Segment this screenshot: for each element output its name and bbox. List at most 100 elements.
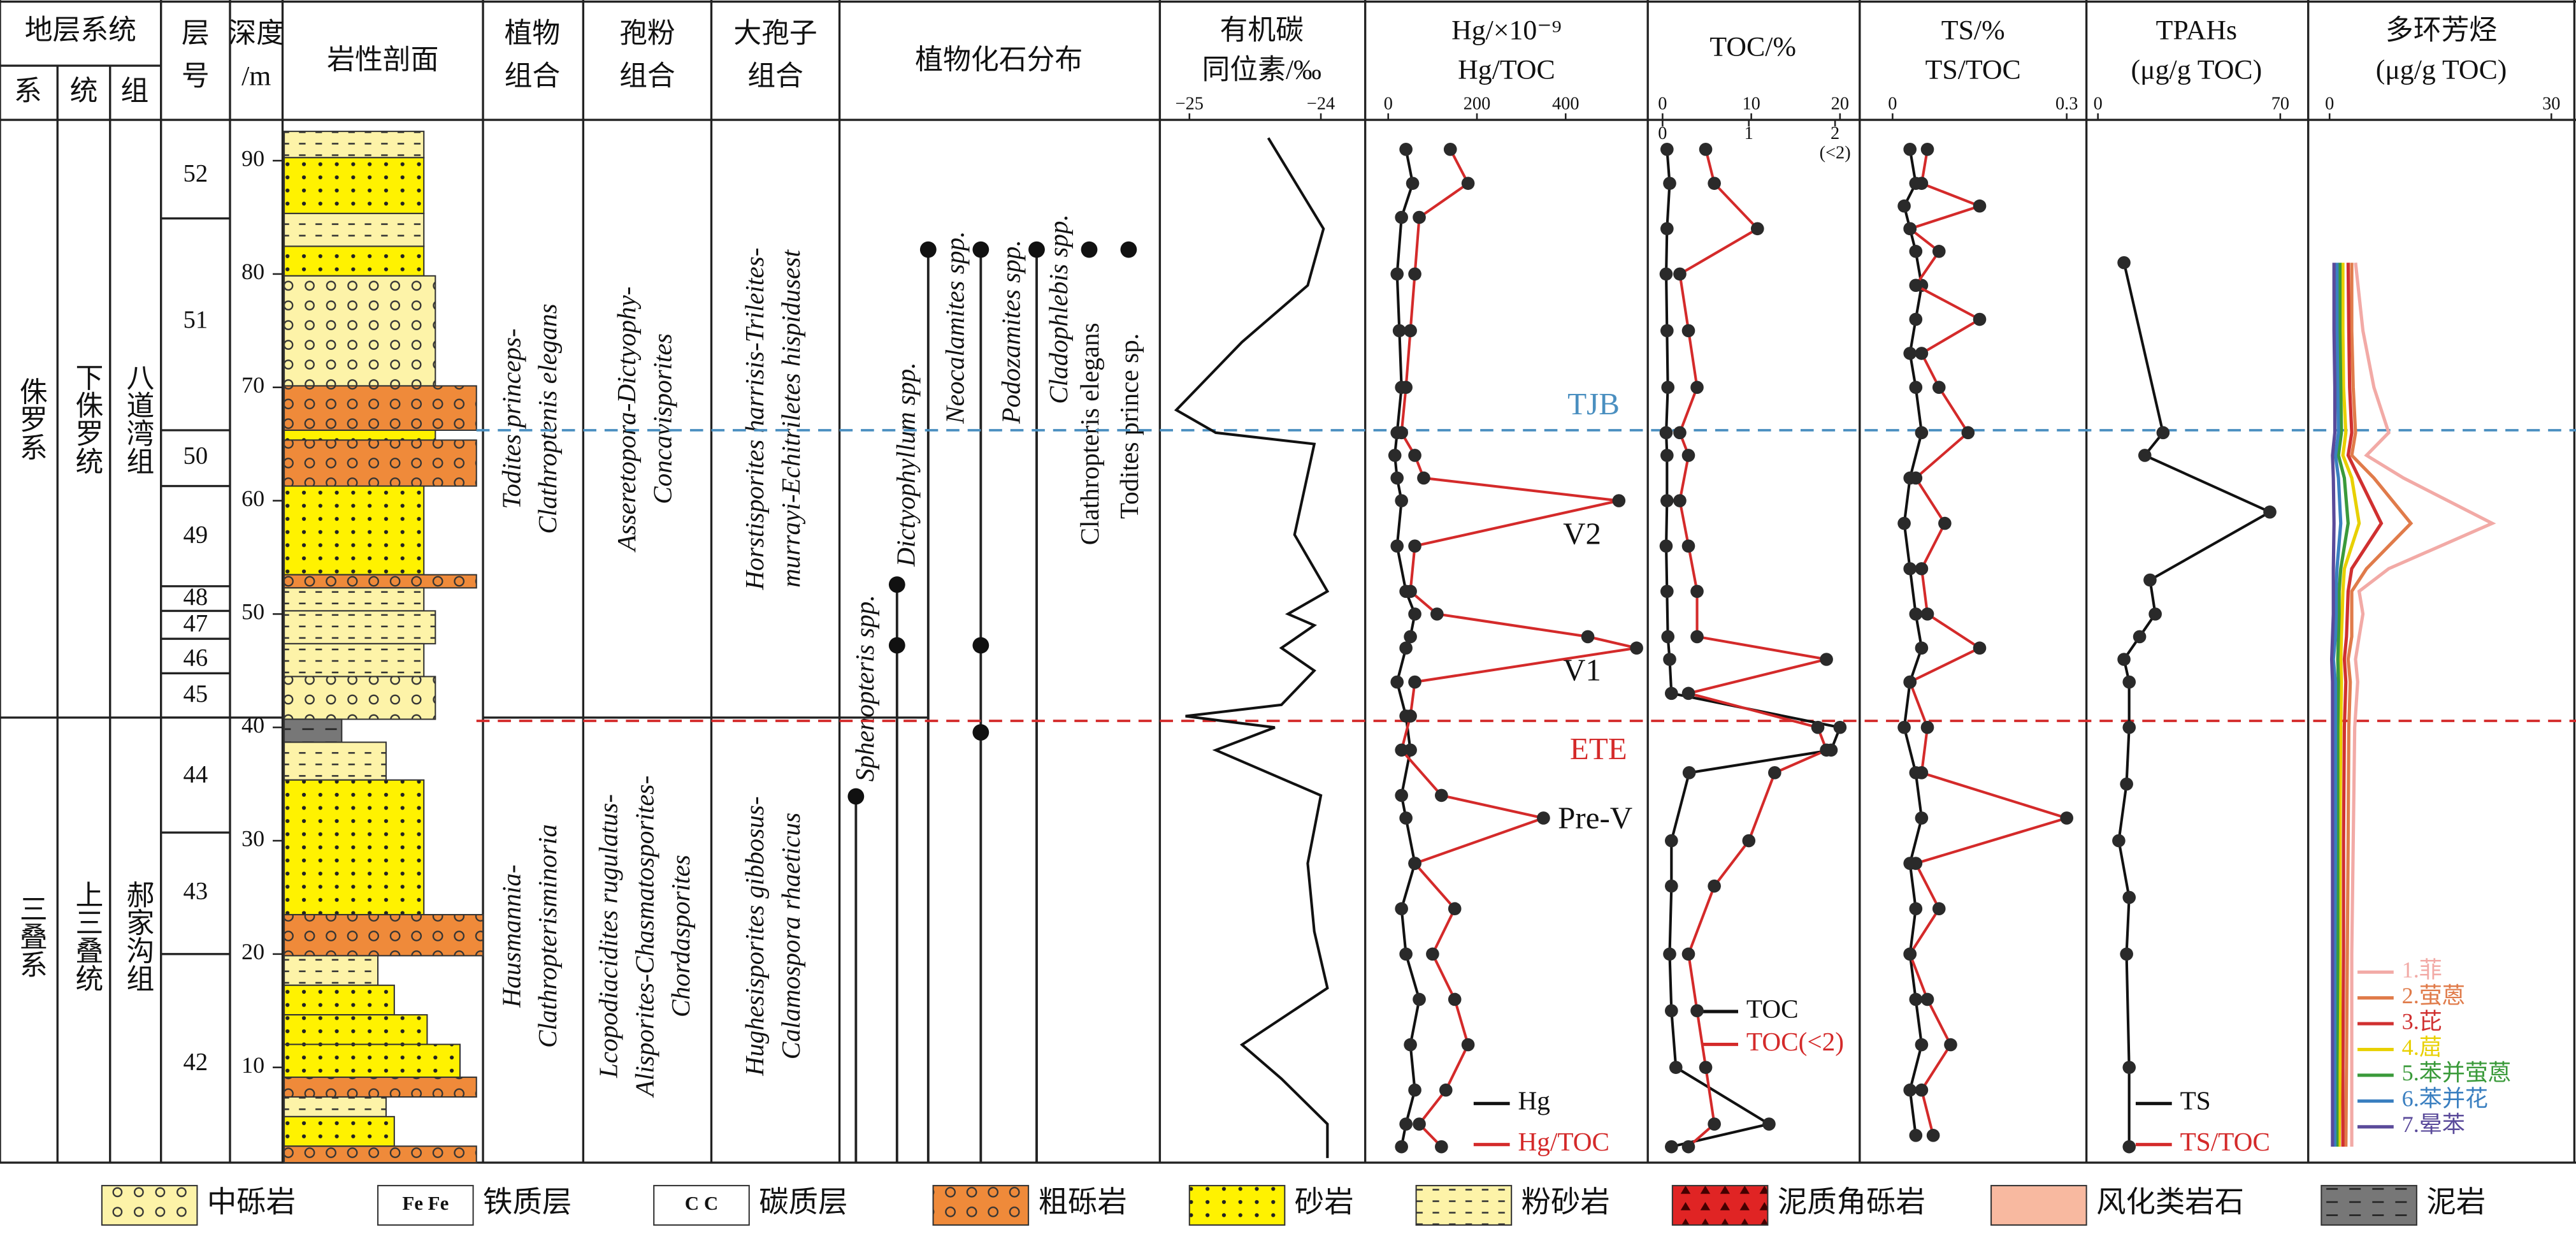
data-point [1833, 720, 1847, 734]
data-point [1430, 607, 1444, 621]
data-point [1897, 516, 1911, 530]
panel-title: 多环芳烃 [2385, 15, 2497, 46]
legend-swatch [653, 1185, 750, 1226]
x-tick-label: 0 [2094, 94, 2103, 113]
layer-label: 51 [183, 307, 208, 333]
data-point [1661, 381, 1675, 395]
layer-label: 46 [183, 645, 208, 672]
data-point [2138, 449, 2152, 462]
header: 统 [70, 76, 98, 106]
data-point [1909, 607, 1923, 621]
data-point [1413, 1117, 1426, 1131]
data-point [1395, 494, 1408, 507]
layer-label: 48 [183, 584, 208, 611]
data-point [1973, 199, 1987, 213]
legend-label: 砂岩 [1295, 1187, 1354, 1219]
legend-label: Hg [1518, 1086, 1550, 1115]
data-point [1399, 381, 1413, 395]
data-point [1404, 584, 1417, 599]
panel-title: TS/% [1941, 15, 2005, 46]
data-point [1909, 471, 1923, 485]
data-point [1664, 1140, 1678, 1154]
data-point [1660, 449, 1674, 462]
legend-swatch [101, 1185, 198, 1226]
data-point [1909, 312, 1923, 326]
data-point [1388, 449, 1402, 462]
legend-swatch [377, 1185, 474, 1226]
lithology-bed [284, 587, 425, 612]
data-point [1909, 245, 1923, 258]
data-point [1663, 653, 1676, 666]
data-point [1673, 267, 1687, 281]
header: 孢粉 [619, 18, 675, 49]
data-point [2148, 607, 2162, 621]
x-tick-label: 0 [2325, 94, 2334, 113]
lithology-bed [284, 1145, 477, 1164]
depth-tick-label: 50 [241, 599, 264, 625]
data-point [1699, 142, 1713, 156]
lithology-bed [284, 1115, 395, 1147]
lithology-bed [284, 485, 425, 576]
panel-title: (μg/g TOC) [2376, 54, 2507, 85]
x-tick-label: 0 [1888, 94, 1897, 113]
data-point [1426, 947, 1439, 961]
x-tick-label: 10 [1742, 94, 1760, 113]
fossil-dot [888, 576, 905, 593]
legend-label: Hg/TOC [1518, 1127, 1609, 1156]
data-point [1404, 1038, 1417, 1052]
layer-label: 42 [183, 1048, 208, 1075]
data-point [1395, 788, 1408, 802]
lithology-bed [284, 275, 436, 387]
data-point [1395, 210, 1408, 224]
fossil-name: Neocalamites spp. [940, 231, 970, 424]
system-label: 侏罗系 [15, 377, 47, 460]
series-line [2350, 262, 2496, 1147]
data-point [1404, 630, 1417, 644]
data-point [2120, 947, 2133, 961]
data-point [1673, 426, 1687, 440]
data-point [1392, 324, 1406, 338]
header: 植物化石分布 [915, 45, 1083, 75]
legend-symbol: C C [685, 1192, 718, 1214]
data-point [1413, 210, 1426, 224]
series-label: 上三叠统 [71, 880, 103, 992]
data-point [2133, 630, 2147, 644]
series-line [2344, 263, 2414, 1147]
data-point [1399, 1117, 1413, 1131]
data-point [1915, 1083, 1929, 1097]
series-line [2341, 263, 2384, 1147]
panel-title: (μg/g TOC) [2131, 54, 2263, 85]
lithology-bed [284, 676, 436, 720]
data-point [1659, 539, 1673, 553]
panel-title: TS/TOC [1925, 54, 2021, 85]
data-point [1395, 426, 1408, 440]
depth-tick-label: 80 [241, 259, 264, 284]
data-point [1682, 766, 1696, 780]
legend-label: 粉砂岩 [1522, 1187, 1610, 1219]
data-point [1681, 686, 1695, 700]
data-point [1664, 879, 1678, 893]
data-point [1661, 630, 1675, 644]
data-point [1537, 811, 1550, 825]
x-tick-label: 0 [1658, 94, 1667, 113]
data-point [1909, 279, 1923, 292]
data-point [1417, 471, 1430, 485]
data-point [1903, 222, 1917, 236]
data-point [1390, 539, 1404, 553]
lithology-bed [284, 1096, 387, 1117]
fossil-dot [972, 637, 989, 654]
data-point [1897, 199, 1911, 213]
data-point [1973, 641, 1987, 655]
data-point [1660, 494, 1674, 507]
panel-title: Hg/TOC [1458, 54, 1555, 85]
lithology-bed [284, 741, 387, 781]
x-tick-label: 0 [1384, 94, 1393, 113]
system-label: 三叠系 [15, 894, 47, 978]
lithology-bed [284, 642, 425, 678]
legend-label: TOC(<2) [1746, 1027, 1844, 1057]
lithology-bed [284, 574, 477, 589]
legend-label: 6.苯并花 [2402, 1086, 2488, 1112]
data-point [2122, 1140, 2136, 1154]
data-point [1820, 653, 1833, 666]
data-point [1664, 686, 1678, 700]
